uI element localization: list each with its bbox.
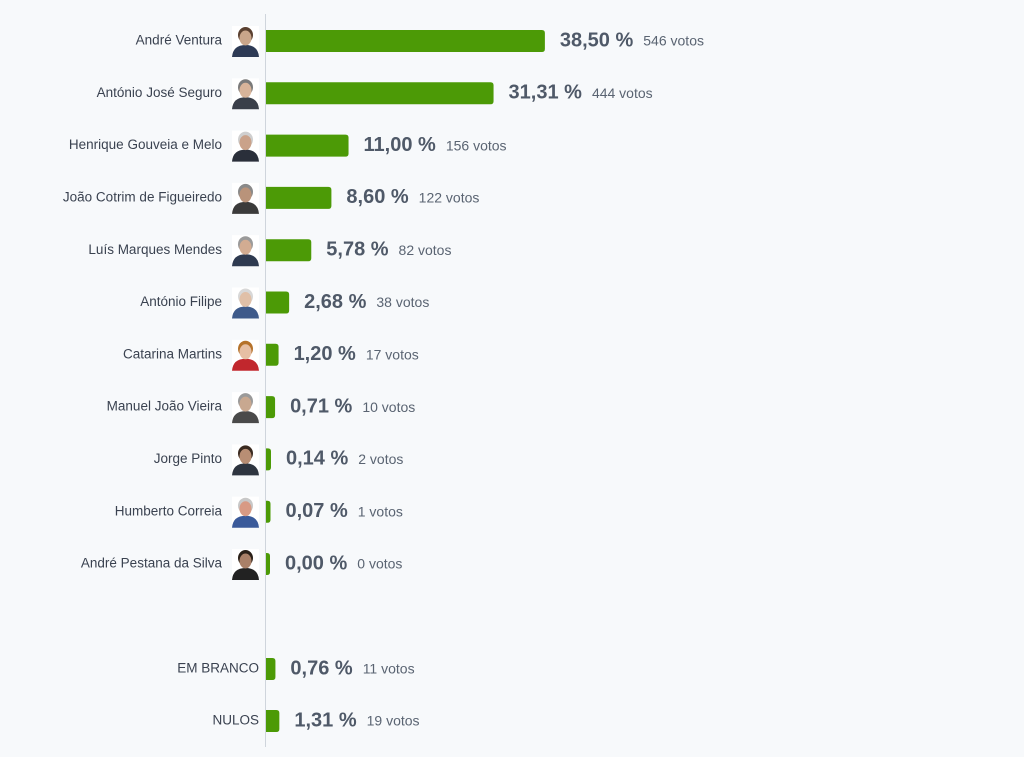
avatar bbox=[232, 182, 259, 214]
category-label: Manuel João Vieira bbox=[107, 399, 223, 414]
bar bbox=[266, 553, 270, 575]
category-label: NULOS bbox=[212, 713, 259, 728]
votes-label: 0 votos bbox=[357, 556, 402, 572]
avatar bbox=[232, 496, 259, 528]
avatar-face bbox=[239, 448, 252, 464]
value-label: 2,68 % bbox=[304, 291, 366, 313]
avatar bbox=[232, 444, 259, 476]
category-label: João Cotrim de Figueiredo bbox=[63, 189, 222, 204]
category-label: EM BRANCO bbox=[177, 661, 259, 676]
avatar-body bbox=[232, 149, 259, 162]
votes-label: 38 votos bbox=[376, 294, 429, 310]
votes-label: 1 votos bbox=[358, 503, 403, 519]
value-label: 11,00 % bbox=[364, 134, 437, 156]
avatar-face bbox=[239, 344, 252, 360]
bar bbox=[266, 134, 349, 157]
bar bbox=[266, 186, 332, 209]
value-label: 8,60 % bbox=[346, 186, 408, 208]
bar bbox=[266, 82, 494, 105]
category-label: António Filipe bbox=[140, 294, 222, 309]
avatar bbox=[232, 549, 259, 580]
avatar-face bbox=[239, 292, 252, 307]
avatar-body bbox=[232, 515, 259, 528]
avatar bbox=[232, 287, 259, 319]
avatar-face bbox=[239, 396, 252, 412]
category-label: Jorge Pinto bbox=[154, 451, 222, 466]
avatar-body bbox=[232, 254, 259, 267]
value-label: 1,20 % bbox=[294, 343, 356, 365]
bar bbox=[266, 343, 279, 366]
avatar bbox=[232, 26, 259, 57]
bar bbox=[266, 658, 276, 680]
category-label: André Ventura bbox=[136, 33, 223, 48]
avatar bbox=[232, 392, 259, 424]
votes-label: 122 votos bbox=[419, 190, 480, 206]
votes-label: 19 votos bbox=[367, 713, 420, 729]
value-label: 0,00 % bbox=[285, 552, 347, 574]
avatar bbox=[232, 130, 259, 162]
avatar bbox=[232, 339, 259, 371]
avatar-body bbox=[232, 45, 259, 57]
votes-label: 2 votos bbox=[358, 451, 403, 467]
avatar-body bbox=[232, 568, 259, 580]
avatar-body bbox=[232, 306, 259, 319]
votes-label: 17 votos bbox=[366, 347, 419, 363]
votes-label: 82 votos bbox=[399, 242, 452, 258]
bar bbox=[266, 239, 312, 262]
value-label: 0,07 % bbox=[285, 500, 347, 522]
value-label: 5,78 % bbox=[326, 238, 388, 260]
category-label: Humberto Correia bbox=[115, 503, 223, 518]
avatar-body bbox=[232, 463, 259, 476]
avatar-body bbox=[232, 201, 259, 214]
category-label: André Pestana da Silva bbox=[81, 556, 223, 571]
votes-label: 444 votos bbox=[592, 85, 653, 101]
avatar-face bbox=[239, 553, 252, 569]
avatar-face bbox=[239, 82, 252, 98]
avatar-face bbox=[239, 30, 252, 46]
category-label: António José Seguro bbox=[97, 85, 222, 100]
category-label: Luís Marques Mendes bbox=[88, 242, 222, 257]
value-label: 0,71 % bbox=[290, 395, 352, 417]
category-label: Catarina Martins bbox=[123, 346, 222, 361]
avatar bbox=[232, 78, 259, 110]
avatar-face bbox=[239, 135, 252, 151]
avatar-body bbox=[232, 411, 259, 424]
avatar-face bbox=[239, 187, 252, 203]
avatar-face bbox=[239, 501, 252, 517]
votes-label: 156 votos bbox=[446, 137, 507, 153]
avatar-body bbox=[232, 358, 259, 371]
value-label: 38,50 % bbox=[560, 29, 634, 51]
avatar-body bbox=[232, 97, 259, 110]
avatar bbox=[232, 235, 259, 267]
value-label: 0,76 % bbox=[290, 657, 352, 679]
avatar-face bbox=[239, 239, 252, 255]
votes-label: 10 votos bbox=[362, 399, 415, 415]
category-label: Henrique Gouveia e Melo bbox=[69, 137, 222, 152]
value-label: 0,14 % bbox=[286, 448, 348, 470]
bar bbox=[266, 710, 280, 732]
bar bbox=[266, 291, 290, 314]
bar bbox=[266, 448, 271, 471]
bar bbox=[266, 500, 271, 523]
value-label: 31,31 % bbox=[509, 82, 583, 104]
bar bbox=[266, 30, 545, 52]
votes-label: 546 votos bbox=[643, 33, 704, 49]
votes-label: 11 votos bbox=[363, 661, 415, 677]
bar bbox=[266, 396, 276, 419]
value-label: 1,31 % bbox=[294, 709, 356, 731]
